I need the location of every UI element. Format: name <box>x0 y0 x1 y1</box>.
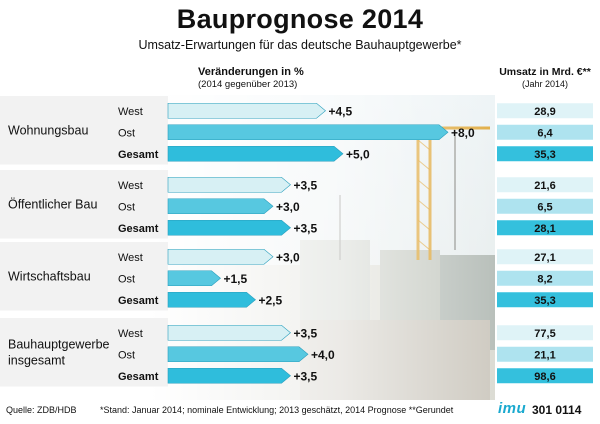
sales-cell <box>497 103 593 119</box>
bar-gesamt <box>167 367 291 384</box>
bar-gesamt <box>167 291 256 308</box>
sales-cell <box>497 292 593 308</box>
bar-gesamt <box>167 145 344 162</box>
bar-value-label: +8,0 <box>451 126 475 140</box>
bar-value-label: +4,0 <box>311 348 335 362</box>
bar-ost <box>167 346 309 363</box>
region-label: Gesamt <box>118 371 159 383</box>
region-label: Ost <box>118 349 135 361</box>
region-label: West <box>118 106 143 118</box>
sales-cell <box>497 220 593 236</box>
bar-ost <box>167 198 274 215</box>
category-label: Bauhauptgewerbe insgesamt <box>8 337 110 367</box>
region-label: Ost <box>118 273 135 285</box>
sales-value: 8,2 <box>537 273 552 285</box>
region-label: Ost <box>118 127 135 139</box>
bar-value-label: +2,5 <box>259 293 283 307</box>
bar-west <box>167 176 291 193</box>
bar-value-label: +5,0 <box>346 147 370 161</box>
category-label: Öffentlicher Bau <box>8 197 97 211</box>
chart-subtitle: Umsatz-Erwartungen für das deutsche Bauh… <box>138 38 462 52</box>
chart-title: Bauprognose 2014 <box>176 4 424 34</box>
bar-value-label: +3,0 <box>276 200 300 214</box>
bar-value-label: +3,5 <box>294 369 318 383</box>
sales-value: 28,9 <box>534 106 555 118</box>
bar-west <box>167 102 326 119</box>
sales-value: 21,6 <box>534 180 555 192</box>
region-label: Gesamt <box>118 223 159 235</box>
sales-cell <box>497 177 593 193</box>
bar-value-label: +3,0 <box>276 250 300 264</box>
sales-cell <box>497 325 593 341</box>
sales-column-header: Umsatz in Mrd. €** <box>499 66 591 78</box>
sales-cell <box>497 198 593 214</box>
category-band <box>0 242 168 311</box>
change-column-subheader: (2014 gegenüber 2013) <box>198 79 298 90</box>
bar-west <box>167 324 291 341</box>
sales-column-subheader: (Jahr 2014) <box>521 79 569 89</box>
region-label: Ost <box>118 201 135 213</box>
bar-ost <box>167 124 449 141</box>
sales-value: 6,5 <box>537 201 552 213</box>
source-note: Quelle: ZDB/HDB <box>6 405 77 415</box>
region-label: West <box>118 252 143 264</box>
sales-value: 6,4 <box>537 127 553 139</box>
region-label: West <box>118 180 143 192</box>
bar-value-label: +1,5 <box>224 272 248 286</box>
bar-value-label: +3,5 <box>294 326 318 340</box>
sales-value: 28,1 <box>534 223 555 235</box>
construction-photo-background <box>150 95 495 400</box>
bar-value-label: +3,5 <box>294 178 318 192</box>
category-label: Wirtschaftsbau <box>8 269 91 283</box>
sales-cell <box>497 146 593 162</box>
sales-value: 21,1 <box>534 349 555 361</box>
bar-gesamt <box>167 219 291 236</box>
footnote: *Stand: Januar 2014; nominale Entwicklun… <box>100 405 454 415</box>
sales-cell <box>497 249 593 265</box>
bar-ost <box>167 270 221 287</box>
sales-cell <box>497 270 593 286</box>
change-column-header: Veränderungen in % <box>198 66 304 78</box>
region-label: Gesamt <box>118 295 159 307</box>
sales-cell <box>497 368 593 384</box>
sales-value: 35,3 <box>534 295 555 307</box>
bar-value-label: +4,5 <box>329 104 353 118</box>
sales-value: 77,5 <box>534 328 555 340</box>
region-label: Gesamt <box>118 149 159 161</box>
region-label: West <box>118 328 143 340</box>
graphic-code: 301 0114 <box>532 403 582 417</box>
category-band <box>0 96 168 165</box>
sales-cell <box>497 124 593 140</box>
sales-cell <box>497 346 593 362</box>
sales-value: 35,3 <box>534 149 555 161</box>
sales-value: 27,1 <box>534 252 555 264</box>
sales-value: 98,6 <box>534 371 555 383</box>
bar-value-label: +3,5 <box>294 221 318 235</box>
imu-logo: imu <box>498 400 527 417</box>
category-label: Wohnungsbau <box>8 123 88 137</box>
category-band <box>0 170 168 239</box>
category-band <box>0 318 168 387</box>
bar-west <box>167 248 274 265</box>
